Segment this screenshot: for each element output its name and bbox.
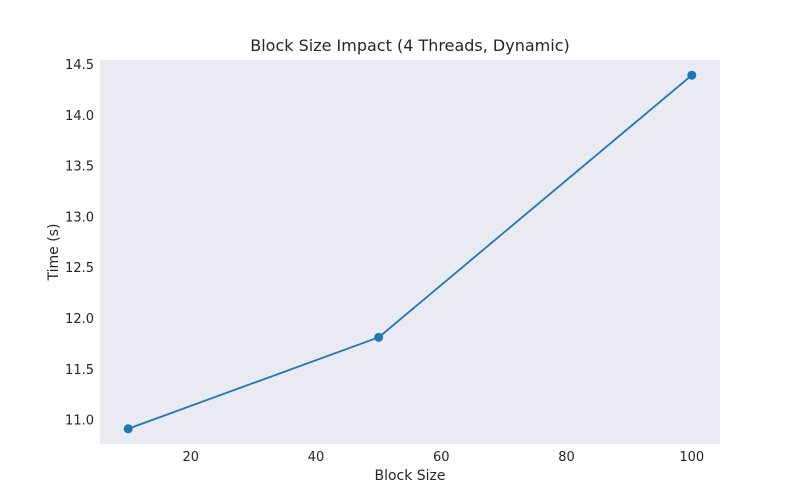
x-axis-label: Block Size — [374, 468, 445, 484]
data-point-marker — [374, 332, 384, 342]
x-tick-label: 80 — [558, 450, 575, 465]
y-tick-label: 13.0 — [65, 210, 94, 225]
y-tick-label: 11.0 — [65, 414, 94, 429]
y-tick-label: 12.5 — [65, 261, 94, 276]
x-tick-label: 100 — [679, 450, 704, 465]
x-axis-ticks: 20 40 60 80 100 — [183, 450, 705, 465]
y-tick-label: 14.5 — [65, 58, 94, 73]
x-tick-label: 60 — [433, 450, 450, 465]
y-tick-label: 13.5 — [65, 160, 94, 175]
data-point-marker — [123, 424, 133, 434]
x-tick-label: 40 — [308, 450, 325, 465]
series-layer — [123, 70, 697, 434]
chart-title: Block Size Impact (4 Threads, Dynamic) — [250, 36, 569, 55]
y-tick-label: 11.5 — [65, 363, 94, 378]
data-point-marker — [687, 70, 697, 80]
x-tick-label: 20 — [183, 450, 200, 465]
plot-area — [100, 60, 720, 444]
y-tick-label: 12.0 — [65, 312, 94, 327]
y-tick-label: 14.0 — [65, 109, 94, 124]
y-axis-label: Time (s) — [46, 224, 62, 282]
y-axis-ticks: 11.0 11.5 12.0 12.5 13.0 13.5 14.0 14.5 — [65, 58, 94, 429]
